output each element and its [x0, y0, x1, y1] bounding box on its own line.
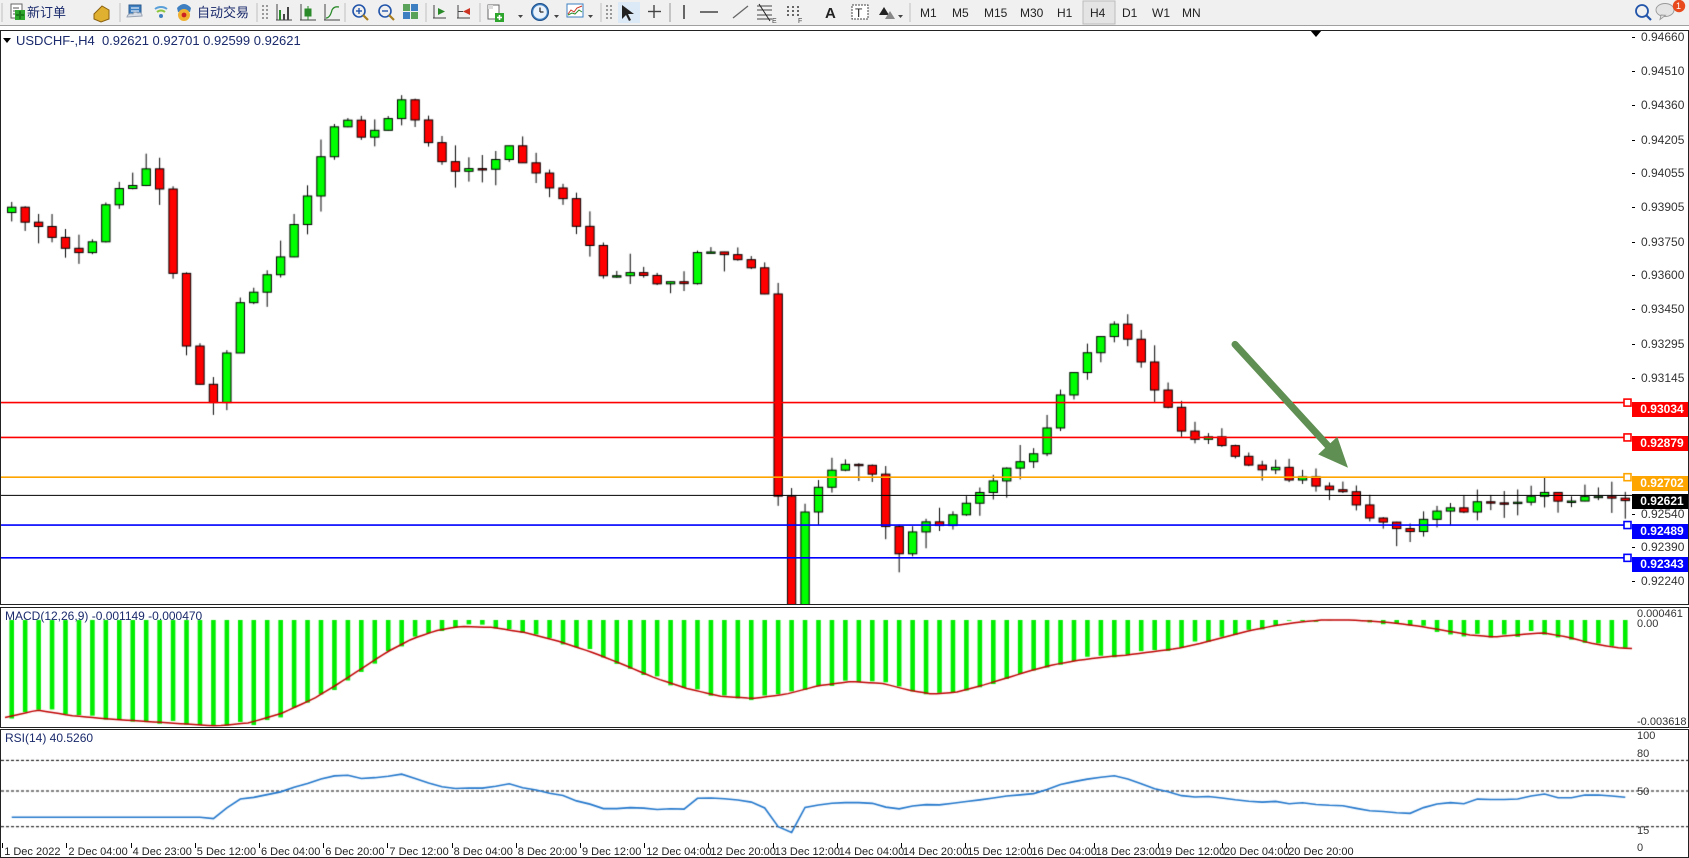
svg-text:F: F — [798, 18, 802, 25]
svg-text:新订单: 新订单 — [27, 5, 66, 20]
svg-text:M15: M15 — [984, 6, 1008, 20]
svg-text:M1: M1 — [920, 6, 937, 20]
svg-text:M5: M5 — [952, 6, 969, 20]
svg-text:W1: W1 — [1152, 6, 1170, 20]
svg-text:H4: H4 — [1090, 6, 1106, 20]
svg-text:MN: MN — [1182, 6, 1201, 20]
svg-text:M30: M30 — [1020, 6, 1044, 20]
svg-text:A: A — [825, 5, 836, 22]
svg-text:E: E — [772, 18, 777, 25]
svg-text:自动交易: 自动交易 — [197, 5, 249, 20]
svg-text:H1: H1 — [1057, 6, 1073, 20]
svg-text:D1: D1 — [1122, 6, 1138, 20]
svg-text:1: 1 — [1676, 1, 1681, 11]
svg-text:T: T — [855, 6, 863, 20]
